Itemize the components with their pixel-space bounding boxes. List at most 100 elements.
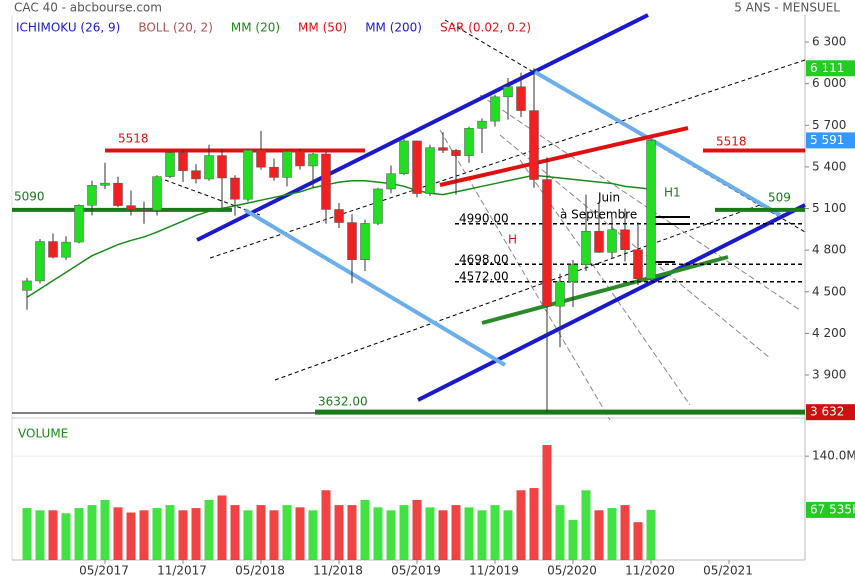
candle-body [100,182,110,186]
volume-bar [126,512,136,560]
volume-bar [607,508,617,560]
trend-line [481,255,729,325]
volume-bar [230,505,240,560]
annotation: H1 [664,186,681,200]
candle-body [633,249,643,279]
candle-body [22,280,32,291]
candle-body [490,96,500,122]
legend-entry: MM (200) [365,21,422,35]
candle-body [217,155,227,179]
y-tick-label: 5 100 [812,201,846,215]
trend-line [439,126,689,187]
y-tick-label: 4 200 [812,326,846,340]
trend-line [164,179,261,216]
candle-body [35,241,45,282]
volume-bar [451,505,461,560]
candle-body [113,182,123,206]
candle-body [321,153,331,210]
level-label: 4990.00 [459,212,509,226]
volume-bar [139,510,149,560]
price-marker [806,132,855,149]
channel-line [196,13,649,242]
volume-bar [425,507,435,560]
x-tick-label: 05/2021 [703,564,753,578]
volume-bar [529,488,539,560]
candle-body [87,185,97,206]
x-tick-label: 11/2019 [469,564,519,578]
candle-body [334,209,344,223]
x-tick-label: 05/2018 [235,564,285,578]
candle-body [191,170,201,180]
volume-bar [178,510,188,560]
candle-body [178,152,188,171]
candle-body [282,151,292,178]
volume-bar [477,510,487,560]
volume-bar [243,510,253,560]
volume-bar [22,508,32,560]
panel-title: VOLUME [18,427,68,441]
candle-body [61,241,71,258]
candle-body [581,231,591,265]
candle-body [477,120,487,129]
price-marker [806,60,855,77]
volume-bar [620,505,630,560]
candle-body [620,229,630,250]
volume-bar [295,507,305,560]
channel-line [533,70,782,217]
y-tick-label: 6 000 [812,76,846,90]
volume-bar [503,510,513,560]
candle-body [451,150,461,156]
price-marker [806,501,855,518]
y-tick-label: 140.0M [812,449,855,463]
candle-body [269,166,279,178]
chart-subtitle: 5 ANS - MENSUEL [734,1,840,15]
volume-bar [269,510,279,560]
candle-body [438,147,448,151]
candle-body [568,264,578,283]
x-tick-label: 11/2020 [625,564,675,578]
x-tick-label: 11/2017 [157,564,207,578]
volume-bar [35,510,45,560]
volume-bar [464,507,474,560]
volume-bar [165,505,175,560]
level-label: 5090 [14,190,45,204]
price-marker [806,404,855,421]
candle-body [308,153,318,167]
candle-body [230,177,240,200]
candle-body [594,231,604,253]
legend-entry: MM (50) [298,21,347,35]
y-tick-label: 4 800 [812,243,846,257]
volume-bar [74,508,84,560]
y-tick-label: 3 900 [812,367,846,381]
chart-title: CAC 40 - abcbourse.com [14,1,162,15]
trend-line [499,134,771,359]
candle-body [412,140,422,194]
candle-body [347,222,357,260]
volume-bar [490,505,500,560]
volume-bar [633,522,643,560]
volume-bar [48,510,58,560]
y-tick-label: 6 300 [812,35,846,49]
candle-body [360,223,370,260]
volume-bar [516,490,526,560]
candle-body [555,281,565,307]
candle-body [646,140,656,279]
annotation: Juin [597,191,620,205]
x-tick-label: 05/2017 [79,564,129,578]
candle-body [399,140,409,174]
price-marker-label: 67 535K [810,502,855,516]
level-label: 5518 [118,132,149,146]
candle-body [425,147,435,194]
trend-line [274,204,761,381]
legend-entry: ICHIMOKU (26, 9) [16,21,120,35]
volume-bar [217,495,227,560]
price-marker-label: 3 632 [810,405,844,419]
channel-line [243,208,507,367]
y-tick-label: 5 700 [812,118,846,132]
volume-bar [321,490,331,560]
volume-bar [594,510,604,560]
volume-bar [581,490,591,560]
volume-bar [360,499,370,560]
candle-body [529,110,539,180]
